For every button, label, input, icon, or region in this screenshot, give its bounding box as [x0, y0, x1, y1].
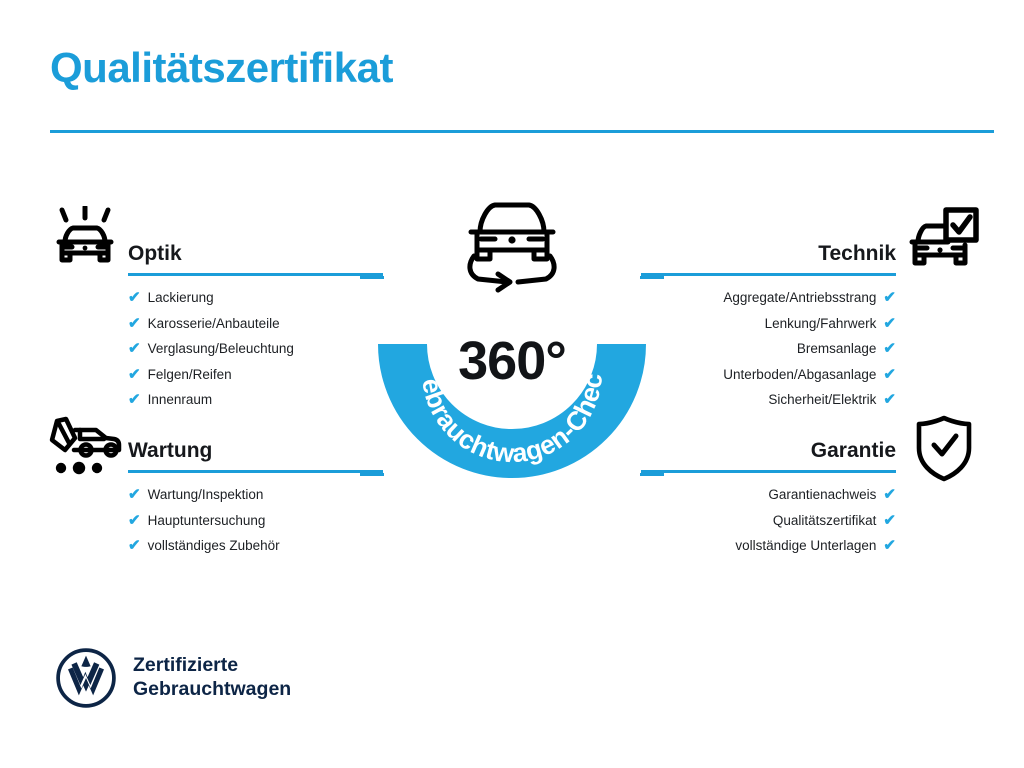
check-icon: ✔: [883, 511, 896, 529]
checklist-item-label: Qualitätszertifikat: [772, 512, 877, 528]
check-icon: ✔: [883, 537, 896, 554]
section-wartung: Wartung ✔ Wartung/Inspektion ✔ Hauptuntersu…: [128, 429, 383, 564]
checklist-item: Lenkung/Fahrwerk ✔: [641, 316, 896, 331]
checklist-item-label: Verglasung/Beleuchtung: [147, 341, 294, 356]
footer-text: Zertifizierte Gebrauchtwagen: [133, 654, 291, 702]
ring-arc: [378, 343, 646, 478]
checklist-item-label: Karosserie/Anbauteile: [147, 315, 280, 331]
checklist-item: ✔ vollständiges Zubehör: [128, 538, 383, 553]
checklist-item: ✔ Karosserie/Anbauteile: [128, 316, 383, 331]
section-header: Garantie: [641, 429, 896, 473]
checklist-item: Unterboden/Abgasanlage ✔: [641, 367, 896, 382]
pencil-car-icon: [44, 416, 124, 483]
checklist-item: Aggregate/Antriebsstrang ✔: [641, 290, 896, 305]
check-icon: ✔: [883, 391, 896, 408]
title-divider: [50, 130, 994, 133]
section-garantie: Garantie Garantienachweis ✔ Qualitätszerti…: [641, 429, 896, 564]
checklist: Garantienachweis ✔ Qualitätszertifikat ✔ vol…: [641, 487, 896, 553]
footer-branding: Zertifizierte Gebrauchtwagen: [55, 647, 291, 709]
checklist-item-label: Unterboden/Abgasanlage: [723, 366, 877, 382]
checklist-item: ✔ Felgen/Reifen: [128, 367, 383, 382]
connector-wartung: [360, 473, 384, 476]
car-checkbox-icon: [908, 206, 980, 279]
page-title: Qualitätszertifikat: [50, 44, 393, 91]
connector-garantie: [640, 473, 664, 476]
checklist-item-label: Lackierung: [147, 290, 214, 305]
check-icon: ✔: [128, 340, 141, 357]
check-icon: ✔: [883, 314, 896, 332]
check-icon: ✔: [128, 511, 141, 529]
section-title: Garantie: [810, 439, 896, 462]
check-icon: ✔: [883, 486, 896, 503]
checklist-item: Sicherheit/Elektrik ✔: [641, 392, 896, 407]
section-header: Wartung: [128, 429, 383, 473]
check-icon: ✔: [128, 314, 141, 332]
vw-logo-icon: [56, 648, 116, 708]
car-rotate-icon: [452, 194, 572, 298]
checklist-item-label: Hauptuntersuchung: [147, 512, 266, 528]
check-icon: ✔: [128, 537, 141, 554]
checklist-item-label: Felgen/Reifen: [147, 366, 232, 382]
section-underline: [641, 470, 896, 473]
check-icon: ✔: [883, 289, 896, 306]
section-title: Technik: [818, 242, 896, 265]
check-icon: ✔: [883, 340, 896, 357]
section-underline: [128, 273, 383, 276]
checklist-item: ✔ Wartung/Inspektion: [128, 487, 383, 502]
checklist: ✔ Lackierung ✔ Karosserie/Anbauteile ✔ Vergla…: [128, 290, 383, 407]
checklist-item: vollständige Unterlagen ✔: [641, 538, 896, 553]
checklist-item-label: vollständige Unterlagen: [735, 538, 877, 553]
check-icon: ✔: [128, 391, 141, 408]
footer-line-1: Zertifizierte: [133, 654, 239, 677]
badge-center-label: 360°: [458, 331, 567, 391]
checklist-item-label: Wartung/Inspektion: [147, 487, 264, 502]
checklist-item-label: Garantienachweis: [768, 487, 877, 502]
checklist-item: Bremsanlage ✔: [641, 341, 896, 356]
checklist-item-label: Sicherheit/Elektrik: [768, 392, 877, 407]
checklist-item-label: Lenkung/Fahrwerk: [764, 315, 877, 331]
checklist-item-label: Aggregate/Antriebsstrang: [723, 290, 877, 305]
check-icon: ✔: [128, 289, 141, 306]
checklist-item-label: Innenraum: [147, 392, 213, 407]
footer-line-2: Gebrauchtwagen: [133, 678, 292, 700]
section-title: Wartung: [128, 439, 213, 462]
section-header: Technik: [641, 232, 896, 276]
checklist-item: ✔ Innenraum: [128, 392, 383, 407]
connector-technik: [640, 276, 664, 279]
checklist-item-label: vollständiges Zubehör: [147, 538, 280, 553]
car-shine-icon: [48, 204, 122, 281]
section-underline: [128, 470, 383, 473]
checklist-item: ✔ Verglasung/Beleuchtung: [128, 341, 383, 356]
check-icon: ✔: [883, 365, 896, 383]
checklist: ✔ Wartung/Inspektion ✔ Hauptuntersuchung ✔ vo…: [128, 487, 383, 553]
badge-360: Gebrauchtwagen-Check 360°: [378, 202, 646, 480]
check-icon: ✔: [128, 486, 141, 503]
check-icon: ✔: [128, 365, 141, 383]
checklist-item-label: Bremsanlage: [796, 341, 877, 356]
shield-check-icon: [913, 414, 975, 487]
checklist-item: Garantienachweis ✔: [641, 487, 896, 502]
checklist-item: Qualitätszertifikat ✔: [641, 513, 896, 528]
section-underline: [641, 273, 896, 276]
section-header: Optik: [128, 232, 383, 276]
section-title: Optik: [128, 242, 182, 265]
connector-optik: [360, 276, 384, 279]
section-technik: Technik Aggregate/Antriebsstrang ✔ Lenkung…: [641, 232, 896, 418]
checklist-item: ✔ Lackierung: [128, 290, 383, 305]
checklist-item: ✔ Hauptuntersuchung: [128, 513, 383, 528]
checklist: Aggregate/Antriebsstrang ✔ Lenkung/Fahrwer…: [641, 290, 896, 407]
section-optik: Optik ✔ Lackierung ✔ Karosserie/Anbauteile ✔…: [128, 232, 383, 418]
